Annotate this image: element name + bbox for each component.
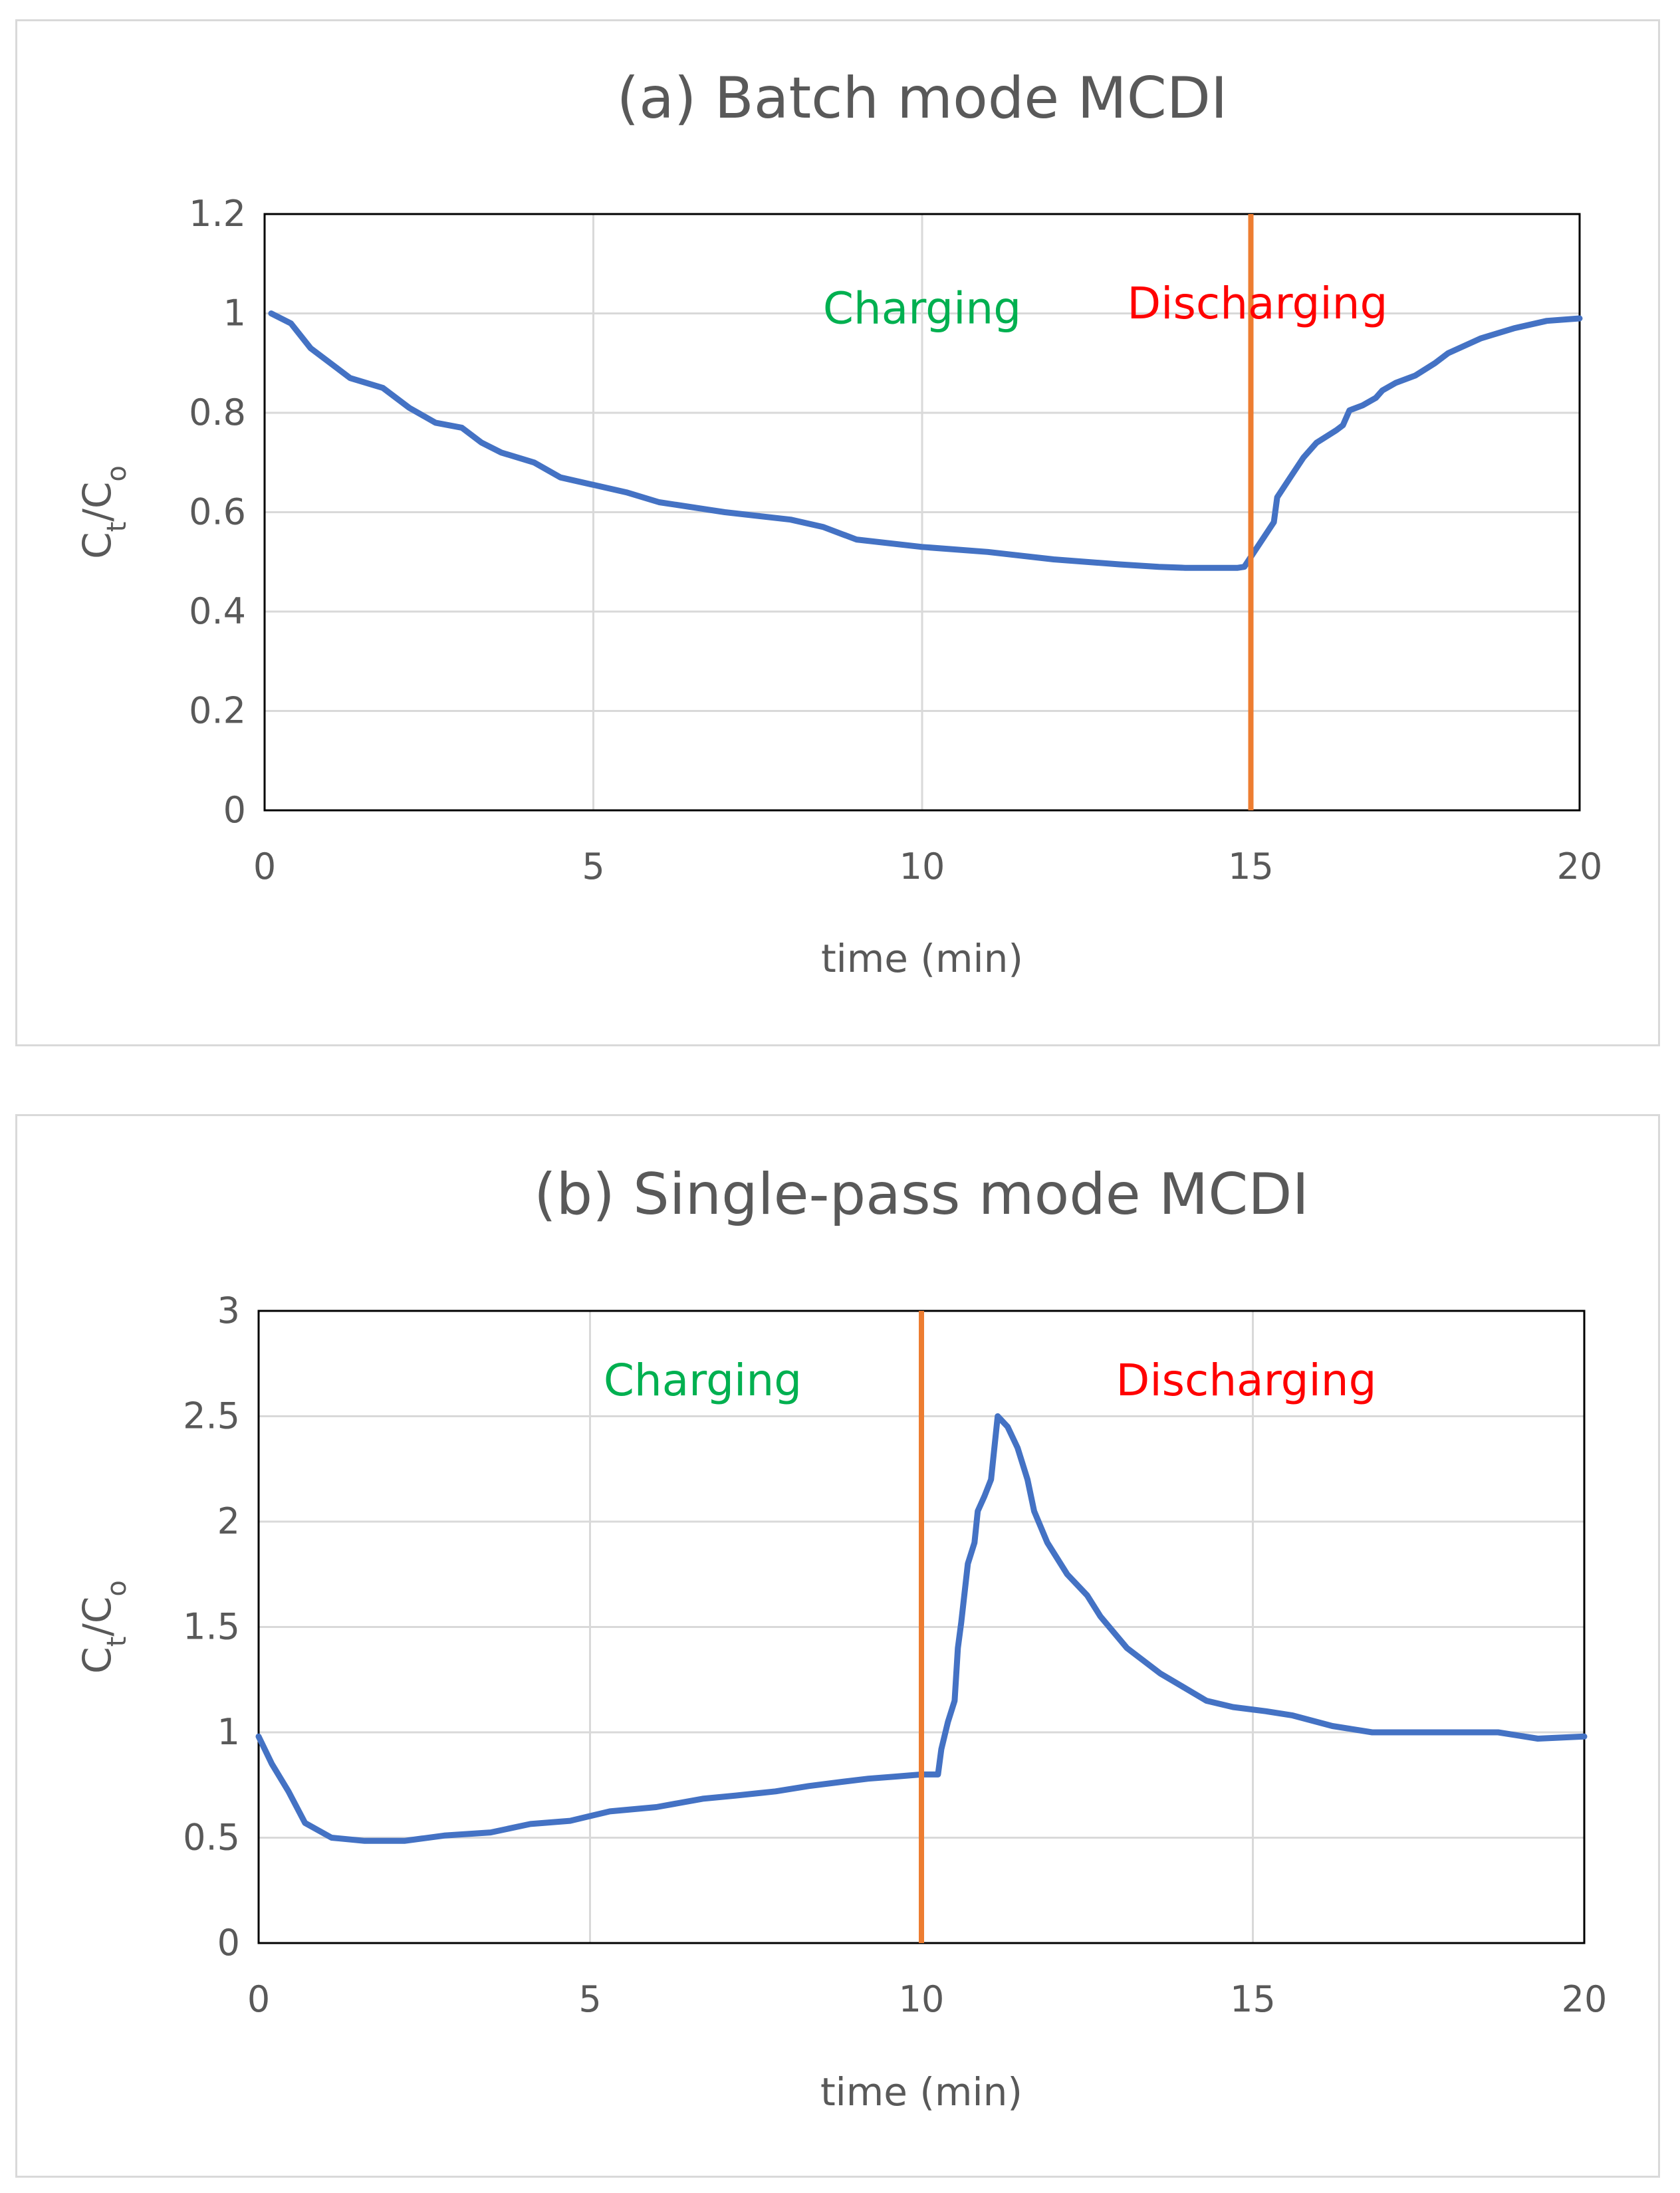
chart-a-x-tick-label: 20 [1557, 846, 1603, 887]
chart-a-x-tick-label: 0 [253, 846, 276, 887]
chart-b-y-axis-label: Ct/Co [74, 1580, 132, 1674]
chart-a-y-axis-label: Ct/Co [74, 465, 132, 559]
chart-a-y-tick-label: 0.4 [189, 590, 246, 632]
chart-a-annotation-charging: Charging [823, 283, 1021, 334]
chart-a-plot-frame [263, 213, 1581, 812]
chart-b-series-line [255, 1413, 1588, 1844]
chart-a-svg: (a) Batch mode MCDI 0 0.2 0.4 0.6 0.8 1 1.2 0 5 10… [74, 65, 1603, 981]
chart-b-svg: (b) Single-pass mode MCDI 0 0.5 1 1.5 2 2.5 3 0 5… [74, 1161, 1608, 2115]
chart-a-y-tick-label: 0.2 [189, 690, 246, 732]
chart-b-annotation-charging: Charging [604, 1355, 802, 1406]
chart-panel-b: (b) Single-pass mode MCDI 0 0.5 1 1.5 2 2.5 3 0 5… [15, 1114, 1660, 2178]
chart-b-y-tick-label: 1.5 [183, 1606, 240, 1648]
chart-a-x-axis-label: time (min) [821, 936, 1023, 981]
chart-b-x-axis-label: time (min) [820, 2069, 1022, 2115]
chart-a-y-tick-label: 0.6 [189, 491, 246, 533]
chart-b-y-tick-label: 1 [217, 1711, 240, 1753]
chart-a-y-tick-label: 1 [223, 292, 246, 334]
chart-b-y-tick-label: 2.5 [183, 1395, 240, 1437]
chart-a-series-line [268, 310, 1583, 571]
chart-a-x-tick-label: 10 [900, 846, 945, 887]
chart-a-y-tick-label: 1.2 [189, 193, 246, 235]
chart-a-annotation-discharging: Discharging [1127, 278, 1387, 329]
chart-b-x-tick-label: 10 [899, 1978, 945, 2020]
chart-panel-a: (a) Batch mode MCDI 0 0.2 0.4 0.6 0.8 1 1.2 0 5 10… [15, 19, 1660, 1046]
chart-b-title: (b) Single-pass mode MCDI [534, 1161, 1309, 1228]
chart-b-x-tick-label: 15 [1230, 1978, 1276, 2020]
chart-a-title: (a) Batch mode MCDI [617, 65, 1228, 132]
chart-b-annotation-discharging: Discharging [1116, 1355, 1377, 1406]
chart-a-x-tick-label: 5 [582, 846, 604, 887]
chart-b-x-tick-label: 20 [1562, 1978, 1608, 2020]
chart-b-y-tick-label: 0 [217, 1922, 240, 1964]
chart-b-y-tick-label: 0.5 [183, 1817, 240, 1859]
chart-a-y-tick-label: 0 [223, 789, 246, 831]
chart-a-x-tick-label: 15 [1228, 846, 1274, 887]
chart-a-y-tick-label: 0.8 [189, 392, 246, 433]
chart-b-y-tick-label: 2 [217, 1500, 240, 1542]
chart-b-y-tick-label: 3 [217, 1290, 240, 1331]
chart-b-x-tick-label: 0 [247, 1978, 270, 2020]
chart-b-x-tick-label: 5 [578, 1978, 601, 2020]
